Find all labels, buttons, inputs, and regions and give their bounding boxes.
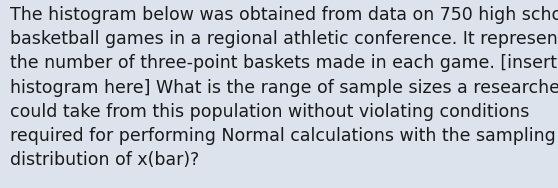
Text: The histogram below was obtained from data on 750 high school
basketball games i: The histogram below was obtained from da… [10, 6, 558, 169]
